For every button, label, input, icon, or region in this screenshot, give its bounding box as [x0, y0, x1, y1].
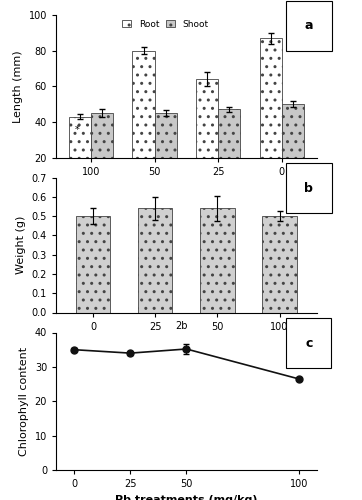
Text: b: b [304, 182, 313, 194]
Bar [262, 216, 296, 312]
Bar [91, 113, 113, 193]
Bar [155, 113, 177, 193]
X-axis label: Pb treatments (mg/kg): Pb treatments (mg/kg) [115, 494, 258, 500]
Y-axis label: Weight (g): Weight (g) [16, 216, 26, 274]
Y-axis label: Length (mm): Length (mm) [13, 50, 23, 122]
Text: a: a [305, 20, 313, 32]
Bar [218, 110, 240, 193]
Bar [138, 208, 172, 312]
Text: 2b: 2b [175, 321, 187, 331]
Text: c: c [305, 336, 313, 349]
Y-axis label: Chlorophyll content: Chlorophyll content [19, 346, 29, 456]
Text: *: * [75, 126, 79, 136]
Bar [201, 208, 235, 312]
X-axis label: Pb treatments (mg/kg): Pb treatments (mg/kg) [115, 337, 258, 347]
Bar [76, 216, 110, 312]
Bar [69, 116, 91, 193]
Bar [260, 38, 282, 193]
Bar [196, 79, 218, 193]
Bar [132, 50, 155, 193]
Legend: Root, Shoot: Root, Shoot [121, 18, 211, 30]
Bar [282, 104, 304, 193]
X-axis label: Pb treatments (mg/kg): Pb treatments (mg/kg) [115, 182, 258, 192]
